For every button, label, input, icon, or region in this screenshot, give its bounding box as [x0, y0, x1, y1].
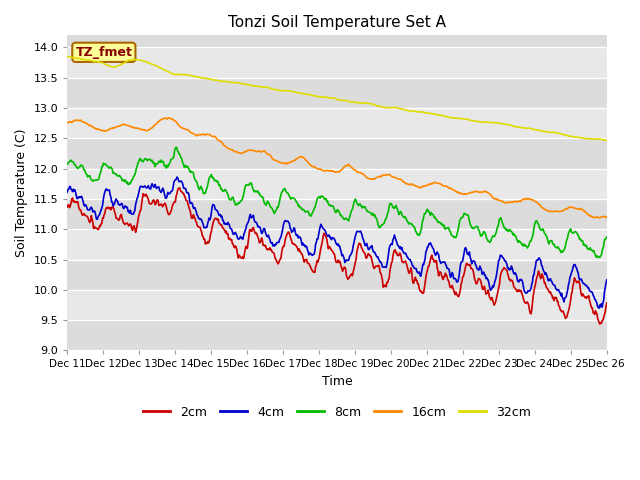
Y-axis label: Soil Temperature (C): Soil Temperature (C): [15, 129, 28, 257]
Legend: 2cm, 4cm, 8cm, 16cm, 32cm: 2cm, 4cm, 8cm, 16cm, 32cm: [138, 401, 536, 424]
Bar: [67, 138, 607, 168]
Bar: [67, 290, 607, 320]
X-axis label: Time: Time: [322, 375, 353, 388]
Bar: [67, 229, 607, 260]
Bar: [67, 78, 607, 108]
Bar: [67, 108, 607, 138]
Bar: [67, 260, 607, 290]
Bar: [67, 168, 607, 199]
Bar: [67, 320, 607, 350]
Bar: [67, 199, 607, 229]
Title: Tonzi Soil Temperature Set A: Tonzi Soil Temperature Set A: [228, 15, 446, 30]
Bar: [67, 48, 607, 78]
Text: TZ_fmet: TZ_fmet: [76, 46, 132, 59]
